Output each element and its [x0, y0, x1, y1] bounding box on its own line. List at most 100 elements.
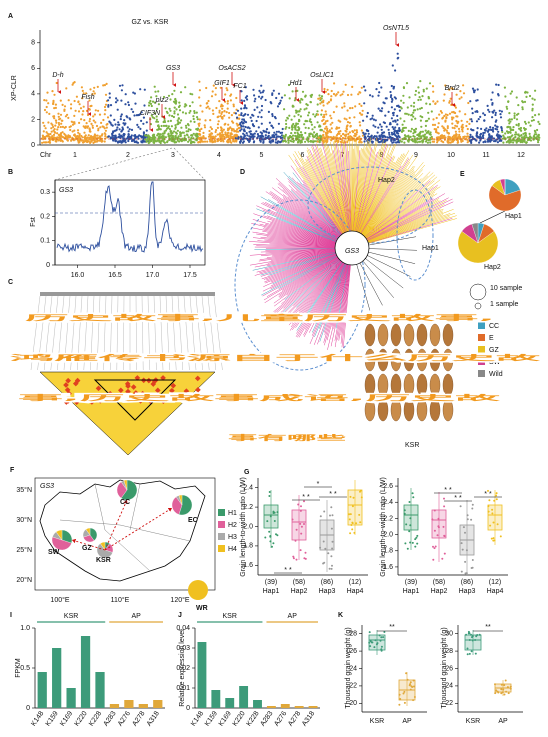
dot — [71, 83, 74, 86]
dot — [105, 82, 108, 85]
dot — [287, 83, 291, 87]
dot — [379, 639, 382, 642]
dot — [495, 492, 498, 495]
dot — [435, 116, 438, 120]
y-tick-label: 0.5 — [20, 665, 30, 672]
x-tick-label: Hap1 — [263, 588, 280, 595]
dot — [200, 136, 203, 139]
dot — [257, 134, 260, 138]
dot — [331, 121, 334, 124]
dot — [109, 104, 113, 107]
dot — [460, 570, 463, 573]
dot — [266, 136, 269, 139]
dot — [147, 134, 150, 137]
dot — [218, 109, 221, 112]
dot — [145, 121, 148, 124]
dot — [314, 115, 317, 118]
dot — [374, 639, 377, 642]
bar — [294, 706, 304, 708]
dot — [127, 139, 130, 143]
dot — [179, 134, 182, 137]
grain — [364, 323, 376, 347]
dot — [195, 111, 198, 114]
y-tick-label: 8 — [31, 40, 35, 47]
dot — [109, 121, 112, 124]
dot — [422, 90, 425, 93]
dot — [177, 121, 180, 124]
ld-link — [201, 295, 210, 371]
dot — [494, 120, 497, 123]
dot — [491, 103, 494, 106]
dot — [436, 141, 439, 144]
dot — [251, 135, 254, 138]
y-tick-label: 26 — [445, 665, 453, 672]
dot — [483, 113, 486, 117]
dot — [476, 136, 479, 139]
dot — [96, 134, 99, 137]
dot — [500, 683, 503, 686]
dot — [403, 509, 406, 512]
dot — [414, 131, 417, 134]
dot — [259, 136, 262, 139]
pie-slice — [471, 222, 479, 244]
dot — [163, 130, 166, 133]
y-tick-label: 25°N — [16, 546, 32, 554]
dot — [386, 138, 389, 141]
dot — [517, 124, 520, 127]
dot — [180, 126, 183, 129]
dot — [328, 567, 331, 570]
dot — [107, 104, 110, 107]
y-tick-label: 30 — [445, 631, 453, 638]
dot — [158, 140, 161, 143]
dot — [528, 135, 532, 138]
dot — [260, 84, 263, 87]
y-tick-label: 0.02 — [176, 665, 190, 672]
dot — [235, 122, 238, 125]
dot — [483, 119, 486, 122]
dot — [300, 525, 303, 528]
dot — [508, 118, 511, 121]
dot — [88, 117, 92, 121]
dot — [271, 113, 274, 116]
dot — [536, 128, 539, 132]
chromosome-label: 1 — [73, 152, 77, 159]
dot — [376, 131, 379, 134]
y-tick-label: 6 — [31, 65, 35, 72]
dot — [436, 131, 439, 134]
dot — [155, 95, 158, 98]
y-tick-label: 0 — [31, 142, 35, 149]
dot — [298, 110, 301, 113]
y-axis-label: Thousand grain weight (g) — [441, 627, 448, 708]
dot — [349, 513, 352, 516]
dot — [261, 95, 264, 98]
dot — [215, 129, 218, 132]
dot — [224, 133, 227, 136]
dot — [170, 138, 173, 141]
dot — [456, 122, 459, 125]
dot — [413, 101, 416, 104]
dot — [48, 112, 51, 115]
dot — [325, 125, 328, 128]
dot — [532, 119, 535, 122]
bar — [37, 672, 47, 708]
dot — [228, 111, 231, 115]
y-tick-label: 2.2 — [243, 504, 253, 511]
dot — [460, 119, 463, 122]
dot — [88, 127, 91, 130]
dot — [163, 117, 166, 120]
dot — [332, 92, 336, 96]
dot — [412, 679, 415, 682]
count-label: (58) — [433, 579, 445, 586]
dot — [88, 136, 91, 139]
dot — [511, 134, 514, 137]
dot — [55, 81, 58, 85]
dot — [180, 140, 183, 143]
dot — [189, 128, 192, 131]
dot — [426, 119, 429, 122]
zoom-line — [173, 147, 206, 181]
dot — [304, 557, 307, 560]
dot — [280, 131, 284, 134]
dot — [172, 130, 176, 133]
dot — [431, 123, 435, 126]
dot — [404, 126, 407, 129]
